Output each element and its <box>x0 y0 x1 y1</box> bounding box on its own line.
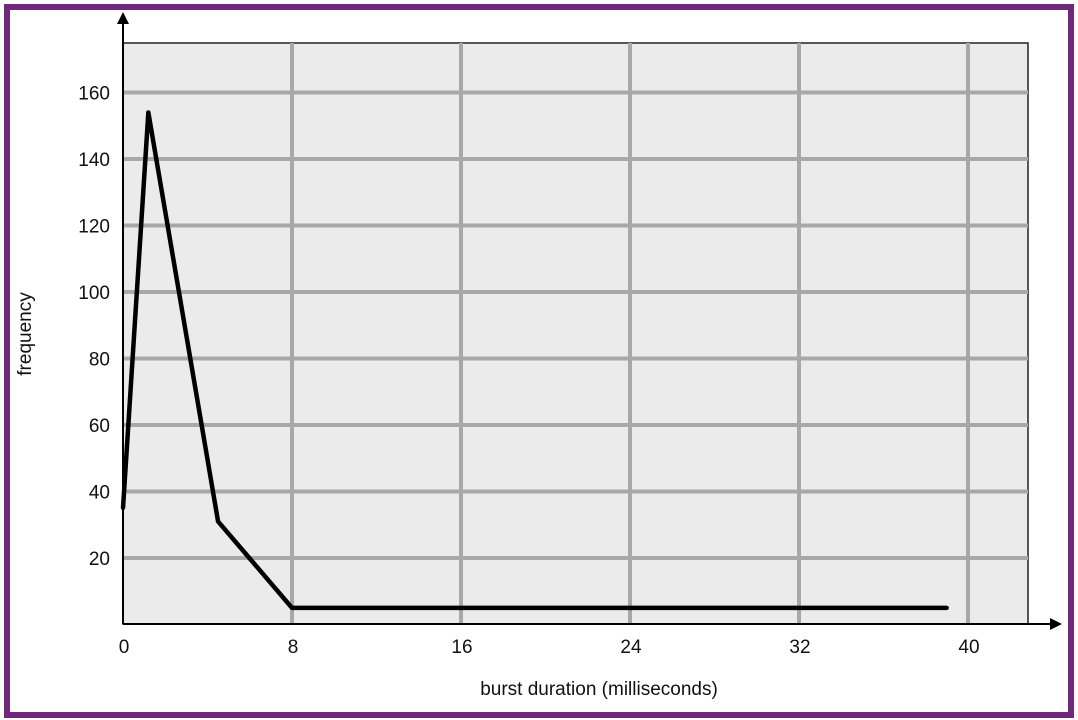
grid-lines <box>123 43 1028 624</box>
data-point <box>146 110 151 115</box>
data-point <box>944 605 949 610</box>
x-axis-title: burst duration (milliseconds) <box>480 679 718 700</box>
x-tick-label: 32 <box>789 637 810 658</box>
x-tick-label: 8 <box>288 637 299 658</box>
y-tick-label: 120 <box>78 217 110 238</box>
data-point <box>216 519 221 524</box>
y-tick-labels: 20 40 60 80 100 120 140 160 <box>78 84 110 571</box>
axes <box>117 12 1062 630</box>
plot-area <box>122 42 1029 625</box>
y-tick-label: 20 <box>89 549 110 570</box>
y-axis-title: frequency <box>15 292 36 376</box>
y-tick-label: 80 <box>89 350 110 371</box>
x-axis-arrow <box>1050 618 1062 630</box>
y-axis-arrow <box>117 12 129 24</box>
x-tick-label: 0 <box>119 637 130 658</box>
y-tick-label: 60 <box>89 416 110 437</box>
y-tick-label: 160 <box>78 84 110 105</box>
x-tick-labels: 0 8 16 24 32 40 <box>119 637 980 658</box>
x-tick-label: 16 <box>451 637 472 658</box>
x-tick-label: 24 <box>620 637 642 658</box>
x-tick-label: 40 <box>958 637 979 658</box>
data-point <box>121 506 125 511</box>
y-tick-label: 140 <box>78 150 110 171</box>
series-group <box>120 110 949 611</box>
y-tick-label: 100 <box>78 283 110 304</box>
data-point <box>290 605 294 610</box>
y-tick-label: 40 <box>89 483 110 504</box>
